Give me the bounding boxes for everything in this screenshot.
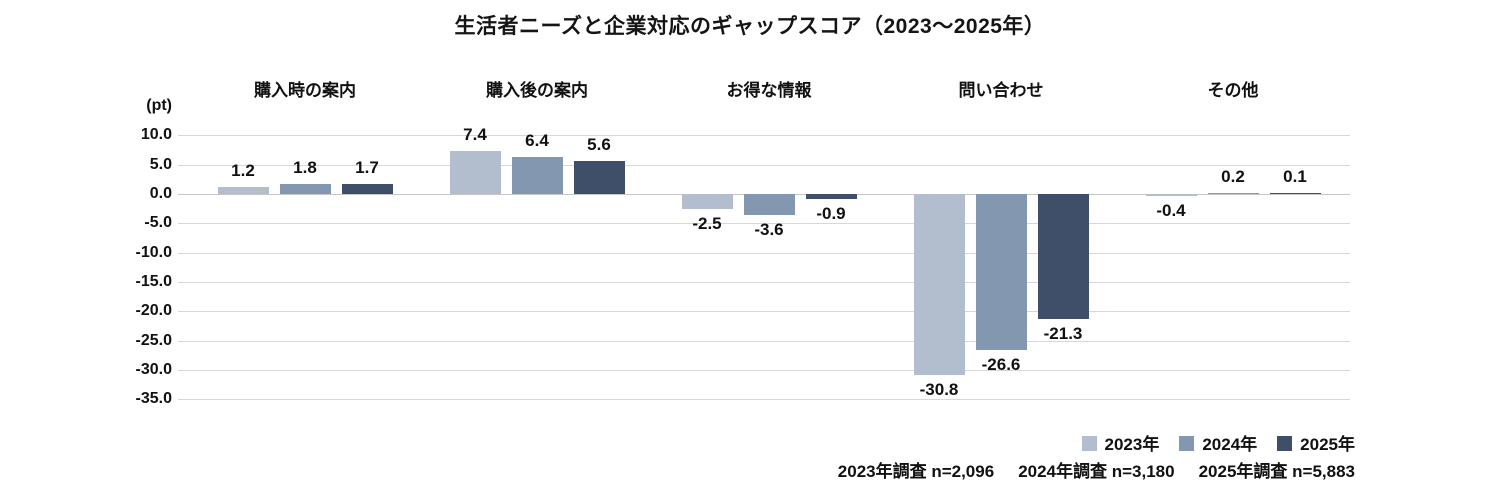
y-tick-label: -5.0 [144,214,172,232]
bar-value-label: -2.5 [692,213,722,233]
bar [1207,192,1259,194]
bar [681,194,733,209]
bar [913,194,965,375]
chart-title: 生活者ニーズと企業対応のギャップスコア（2023～2025年） [454,15,1046,38]
category-label: 購入後の案内 [486,81,588,100]
legend-label: 2023年 [1104,435,1160,454]
gridline [178,340,1350,342]
bar [511,156,563,194]
bar [279,183,331,194]
y-tick-label: -20.0 [135,302,172,320]
y-tick-label: 5.0 [149,155,172,173]
bar-value-label: -21.3 [1043,323,1083,343]
legend-item: 2024年 [1179,430,1257,455]
bar-value-label: 5.6 [587,135,611,155]
y-tick-label: -35.0 [135,390,172,408]
legend-item: 2023年 [1081,430,1160,455]
legend-item: 2025年 [1277,430,1355,455]
bar [975,194,1027,350]
legend-label: 2024年 [1202,435,1258,454]
bar-value-label: -30.8 [919,379,959,399]
y-tick-label: -30.0 [135,360,172,378]
note-2023: 2023年調査 n=2,096 [837,462,995,481]
gridline [178,311,1350,313]
bar [217,187,269,194]
gridline [178,164,1350,166]
category-label: その他 [1207,81,1259,100]
gridline [178,223,1350,225]
category-label: 問い合わせ [958,81,1044,100]
bar [805,194,857,200]
y-tick-label: -25.0 [135,331,172,349]
bar-value-label: 0.1 [1283,167,1307,187]
note-2025: 2025年調査 n=5,883 [1198,462,1355,481]
bar [573,161,625,194]
gridline [178,399,1350,401]
bar [1145,194,1197,197]
bar-value-label: 1.8 [293,157,317,177]
bar [1269,192,1321,194]
y-tick-label: 0.0 [149,185,172,202]
y-tick-label: 10.0 [140,126,172,144]
bar [449,150,501,194]
bar-value-label: 6.4 [525,130,549,150]
survey-sample-note: 2023年調査 n=2,096 2024年調査 n=3,180 2025年調査 … [838,457,1355,482]
bar-value-label: -3.6 [754,220,784,240]
gridline [178,135,1350,137]
legend-swatch-icon [1179,435,1195,451]
legend: 2023年 2024年 2025年 [1081,430,1355,455]
note-2024: 2024年調査 n=3,180 [1018,462,1175,481]
bar-value-label: 1.7 [355,158,379,177]
bar-value-label: -0.4 [1156,201,1186,221]
legend-label: 2025年 [1300,435,1355,454]
gridline [178,281,1350,283]
gridline [178,369,1350,371]
legend-swatch-icon [1081,435,1097,451]
bar-value-label: 7.4 [463,124,487,144]
y-axis-unit-label: (pt) [146,97,172,114]
bar [1037,194,1089,319]
y-tick-label: -15.0 [135,272,172,290]
bar-value-label: -0.9 [816,204,846,224]
bar-value-label: -26.6 [981,354,1021,374]
bar-value-label: 0.2 [1221,166,1245,186]
category-label: 購入時の案内 [254,81,356,100]
bar [743,194,795,216]
bar [341,184,393,194]
y-tick-label: -10.0 [135,243,172,261]
bar-value-label: 1.2 [231,161,255,180]
gridline [178,252,1350,254]
legend-swatch-icon [1277,435,1293,451]
category-label: お得な情報 [726,81,812,100]
